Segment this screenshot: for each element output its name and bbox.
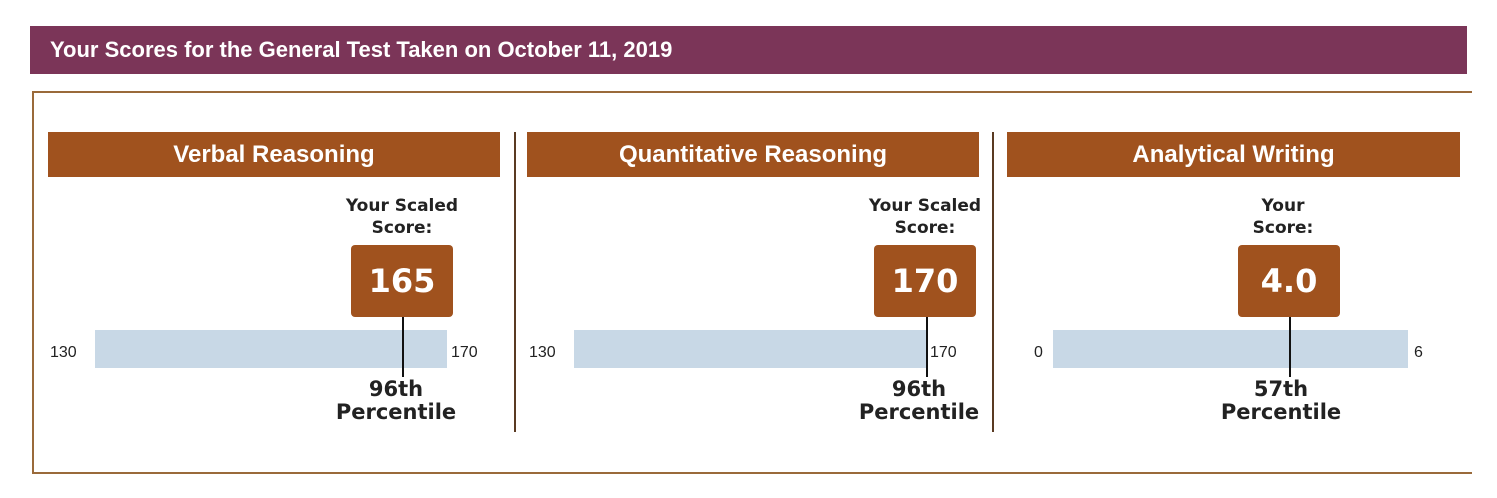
quantitative-score-box: 170 — [874, 245, 976, 317]
score-caption-line1: Your Scaled — [868, 196, 982, 216]
page-title-bar: Your Scores for the General Test Taken o… — [30, 26, 1467, 74]
analytical-writing-header: Analytical Writing — [1007, 132, 1460, 177]
quantitative-score-marker — [926, 317, 928, 377]
score-caption: Your Scaled Score: — [855, 195, 995, 239]
percentile-value: 96th — [891, 377, 947, 401]
score-caption-line2: Score: — [894, 218, 956, 238]
section-divider — [992, 132, 994, 432]
verbal-percentile: 96th Percentile — [316, 378, 476, 424]
score-caption-line1: Your Scaled — [345, 196, 459, 216]
analytical-writing-section: Analytical Writing Your Score: 4.0 0 6 5… — [1007, 132, 1460, 442]
quantitative-scale-bar — [574, 330, 926, 368]
score-caption: Your Scaled Score: — [332, 195, 472, 239]
scale-max-label: 170 — [451, 344, 478, 361]
percentile-label: Percentile — [335, 400, 457, 424]
analytical-percentile: 57th Percentile — [1201, 378, 1361, 424]
verbal-scale-bar — [95, 330, 447, 368]
quantitative-reasoning-header: Quantitative Reasoning — [527, 132, 979, 177]
verbal-score-box: 165 — [351, 245, 453, 317]
quantitative-reasoning-section: Quantitative Reasoning Your Scaled Score… — [527, 132, 981, 442]
scale-min-label: 130 — [50, 344, 77, 361]
section-divider — [514, 132, 516, 432]
scale-min-label: 0 — [1034, 344, 1043, 361]
analytical-score-box: 4.0 — [1238, 245, 1340, 317]
quantitative-percentile: 96th Percentile — [839, 378, 999, 424]
percentile-value: 57th — [1253, 377, 1309, 401]
score-caption-line1: Your — [1261, 196, 1305, 216]
verbal-reasoning-section: Verbal Reasoning Your Scaled Score: 165 … — [48, 132, 500, 442]
percentile-value: 96th — [368, 377, 424, 401]
scale-min-label: 130 — [529, 344, 556, 361]
score-caption: Your Score: — [1213, 195, 1353, 239]
score-caption-line2: Score: — [371, 218, 433, 238]
percentile-label: Percentile — [1220, 400, 1342, 424]
verbal-reasoning-header: Verbal Reasoning — [48, 132, 500, 177]
analytical-score-marker — [1289, 317, 1291, 377]
verbal-score-marker — [402, 317, 404, 377]
score-caption-line2: Score: — [1252, 218, 1314, 238]
scale-max-label: 170 — [930, 344, 957, 361]
percentile-label: Percentile — [858, 400, 980, 424]
scores-frame — [32, 91, 1472, 474]
page-title: Your Scores for the General Test Taken o… — [50, 37, 673, 62]
analytical-scale-bar — [1053, 330, 1408, 368]
scale-max-label: 6 — [1414, 344, 1423, 361]
